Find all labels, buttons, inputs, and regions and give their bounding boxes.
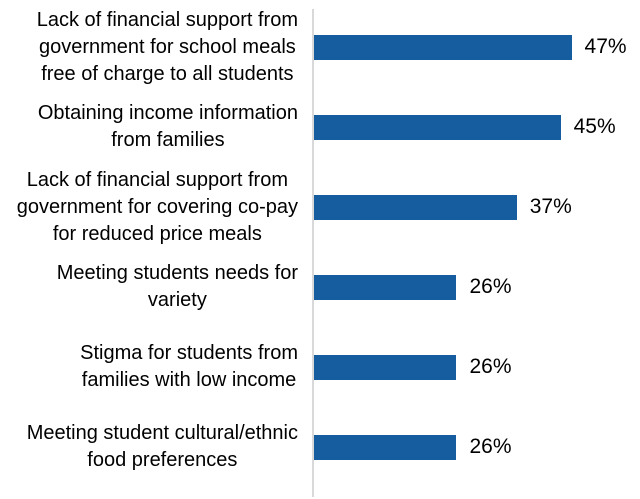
category-label: Lack of financial support from governmen… [16, 168, 298, 245]
value-label: 37% [529, 195, 572, 218]
category-label-cell: Stigma for students from families with l… [0, 340, 298, 394]
value-label: 26% [469, 435, 512, 458]
bar [314, 194, 517, 220]
chart-row: Obtaining income information from famili… [0, 87, 640, 167]
chart-row: Lack of financial support from governmen… [0, 167, 640, 247]
bar [314, 274, 457, 300]
bar-cell: 37% [314, 194, 572, 220]
category-label: Meeting students needs for variety [56, 262, 298, 311]
bar-cell: 26% [314, 274, 512, 300]
category-label-cell: Obtaining income information from famili… [0, 100, 298, 154]
bar [314, 34, 572, 60]
bar-cell: 26% [314, 354, 512, 380]
y-axis-line [312, 9, 314, 497]
chart-row: Stigma for students from families with l… [0, 327, 640, 407]
value-label: 26% [469, 275, 512, 298]
category-label: Stigma for students from families with l… [80, 342, 298, 391]
category-label-cell: Meeting student cultural/ethnic food pre… [0, 420, 298, 474]
chart-row: Meeting student cultural/ethnic food pre… [0, 407, 640, 487]
category-label: Meeting student cultural/ethnic food pre… [26, 422, 298, 471]
bar [314, 114, 561, 140]
bar-cell: 47% [314, 34, 627, 60]
chart-row: Meeting students needs for variety 26% [0, 247, 640, 327]
category-label: Lack of financial support from governmen… [36, 8, 298, 85]
bar-rows: Lack of financial support from governmen… [0, 7, 640, 487]
chart-row: Lack of financial support from governmen… [0, 7, 640, 87]
value-label: 26% [469, 355, 512, 378]
bar-cell: 26% [314, 434, 512, 460]
bar [314, 434, 457, 460]
category-label: Obtaining income information from famili… [37, 102, 298, 151]
category-label-cell: Lack of financial support from governmen… [0, 167, 298, 248]
bar [314, 354, 457, 380]
value-label: 45% [573, 115, 616, 138]
category-label-cell: Lack of financial support from governmen… [0, 7, 298, 88]
value-label: 47% [584, 35, 627, 58]
bar-cell: 45% [314, 114, 616, 140]
category-label-cell: Meeting students needs for variety [0, 260, 298, 314]
